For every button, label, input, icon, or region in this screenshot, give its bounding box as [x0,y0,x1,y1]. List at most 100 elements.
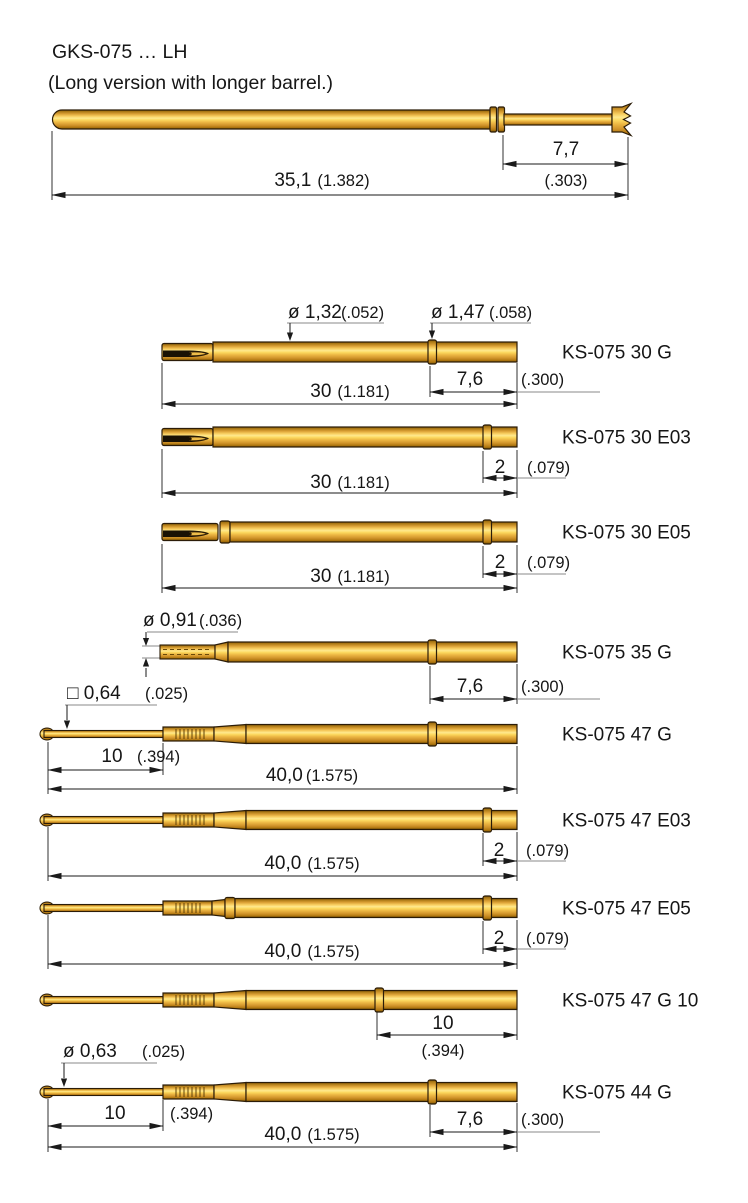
part-number: KS-075 35 G [562,643,672,664]
callout-collar-diameter-mm: ø 1,47 [431,302,485,323]
head-slot-highlight [188,351,209,357]
receptacle-front-collar [224,896,236,920]
probe-collar-ring [489,106,498,133]
callout-collar-diameter-in: (.058) [489,304,532,322]
page-subtitle: (Long version with longer barrel.) [48,72,333,94]
receptacle-barrel [212,341,518,363]
head-slot-highlight [188,436,209,442]
receptacle-reduced-tip [159,644,216,660]
knurl-lines [175,995,205,1005]
receptacle-front-collar [219,520,231,544]
head-slot-highlight [188,531,209,537]
receptacle-taper [213,809,247,831]
part-number: KS-075 30 E05 [562,523,691,544]
dim-tail-in: (.079) [527,554,570,572]
knurl-lines [175,903,201,913]
callout-tip-diameter-mm: ø 0,91 [143,610,197,631]
page-title: GKS-075 … LH [52,41,187,63]
receptacle-taper [213,723,247,745]
callout-arrow [428,330,436,339]
probe-barrel [51,109,491,130]
callout-arrow [142,658,150,667]
callout-body-diameter-mm: ø 1,32 [288,302,342,323]
knurl-lines [175,815,205,825]
callout-arrow [60,1078,68,1087]
dim-tail-in: (.300) [521,678,564,696]
knurl-lines [175,1087,205,1097]
receptacle-taper [214,641,229,663]
part-number: KS-075 47 G [562,725,672,746]
callout-arrow [63,720,71,729]
wire-shaft [43,815,164,825]
probe-row-ks-075-47-g: □ 0,64 (.025) KS-075 47 G 10 (.394) 40,0… [39,683,672,794]
callout-tip-square-mm: □ 0,64 [67,683,121,704]
receptacle-collar [482,424,493,450]
receptacle-collar [482,807,493,833]
part-number: KS-075 47 E05 [562,899,691,920]
dim-tail-in: (.079) [527,459,570,477]
probe-drawing-gks-075-lh: 7,7 (.303) 35,1 (1.382) [51,102,633,200]
dim-wire-mm: 10 [101,746,122,767]
probe-row-ks-075-47-e05: KS-075 47 E05 2 (.079) 40,0 (1.575) [39,895,691,969]
receptacle-barrel [245,809,518,831]
knurl-lines [175,729,205,739]
probe-row-ks-075-30-e03: KS-075 30 E03 2 (.079) 30 (1.181) [161,424,691,498]
dim-segment-in: (.394) [421,1042,464,1060]
wire-shaft [43,1087,164,1097]
receptacle-collar [482,895,493,921]
part-number: KS-075 30 G [562,343,672,364]
probe-crown-tip [611,102,633,137]
probe-row-ks-075-35-g: ø 0,91 (.036) KS-075 35 G 7,6 (.300) [142,610,672,704]
probe-row-ks-075-44-g: ø 0,63 (.025) KS-075 44 G 10 (.394) 7,6 … [39,1041,672,1152]
dim-length: 40,0 (1.575) [264,941,359,962]
wire-shaft [43,729,164,739]
receptacle-collar [427,1079,438,1105]
receptacle-taper [211,898,226,918]
dim-length: 30 (1.181) [310,472,389,493]
callout-arrow [286,332,294,341]
callout-tip-diameter-mm: ø 0,63 [63,1041,117,1062]
receptacle-collar [374,987,385,1013]
probe-row-ks-075-30-e05: KS-075 30 E05 2 (.079) 30 (1.181) [161,519,691,593]
dim-tail-in: (.079) [526,930,569,948]
probe-row-ks-075-30-g: ø 1,32 (.052) ø 1,47 (.058) KS-075 30 G … [161,302,672,409]
callout-body-diameter-in: (.052) [341,304,384,322]
dim-tail-mm: 7,6 [457,369,483,390]
receptacle-taper [213,1081,247,1103]
dim-tail-in: (.300) [521,1111,564,1129]
receptacle-collar [427,721,438,747]
receptacle-collar [427,339,438,365]
receptacle-taper [213,989,247,1011]
dim-tail-mm: 2 [495,552,506,573]
dim-segment-mm: 10 [432,1013,453,1034]
dim-tail-mm: 7,6 [457,676,483,697]
receptacle-collar [427,639,438,665]
dim-wire-mm: 10 [104,1103,125,1124]
dim-wire-in: (.394) [137,748,180,766]
dim-plunger-length-in: (.303) [544,172,587,190]
part-number: KS-075 44 G [562,1083,672,1104]
receptacle-barrel [229,521,518,543]
receptacle-barrel [212,426,518,448]
callout-tip-square-in: (.025) [145,685,188,703]
receptacle-barrel [245,723,518,745]
receptacle-collar [482,519,493,545]
dim-plunger-length-mm: 7,7 [553,139,579,160]
dim-tail-mm: 7,6 [457,1109,483,1130]
dim-length: 40,0 (1.575) [264,1124,359,1145]
dim-wire-in: (.394) [170,1105,213,1123]
part-number: KS-075 30 E03 [562,428,691,449]
callout-tip-diameter-in: (.036) [199,612,242,630]
dim-length: 30 (1.181) [310,381,389,402]
dim-tail-in: (.079) [526,842,569,860]
dim-tail-in: (.300) [521,371,564,389]
part-number: KS-075 47 E03 [562,811,691,832]
callout-tip-diameter-in: (.025) [142,1043,185,1061]
probe-row-ks-075-47-e03: KS-075 47 E03 2 (.079) 40,0 (1.575) [39,807,691,881]
wire-shaft [43,995,164,1005]
part-number: KS-075 47 G 10 [562,991,698,1012]
dim-tail-mm: 2 [494,928,505,949]
dim-tail-mm: 2 [495,457,506,478]
